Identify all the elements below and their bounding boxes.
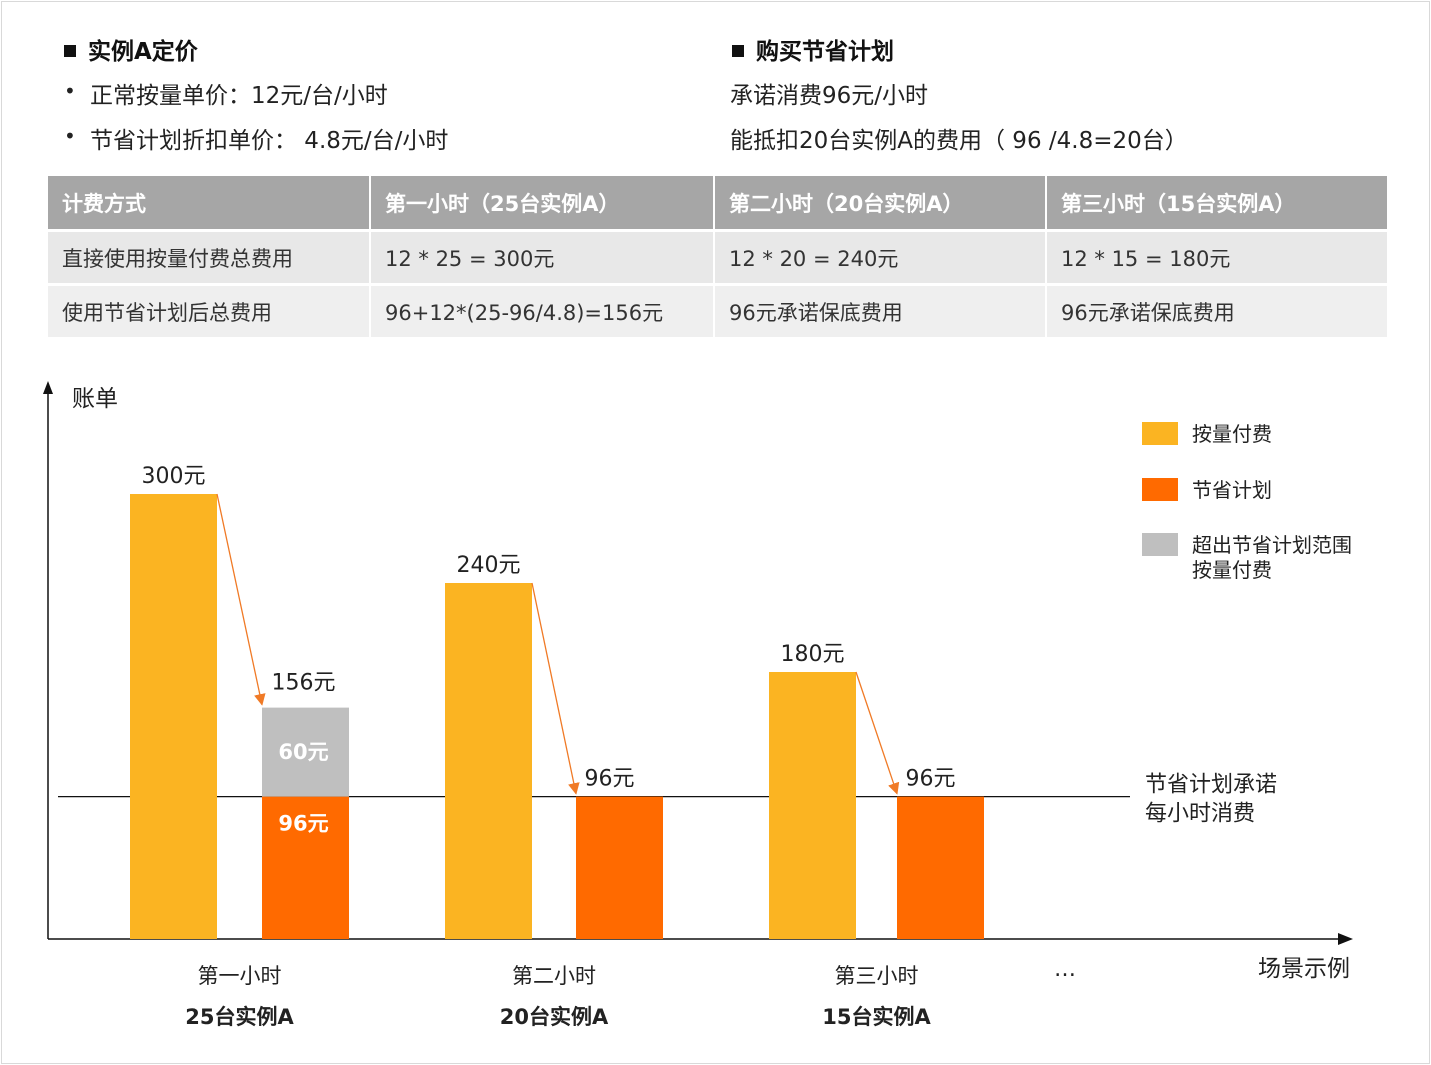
bar-on-demand (130, 494, 217, 939)
table-header-cell: 第三小时（15台实例A） (1046, 176, 1387, 232)
table-cell: 12 * 25 = 300元 (370, 230, 715, 286)
plan-deduct-line: 能抵扣20台实例A的费用（ 96 /4.8=20台） (730, 128, 1188, 154)
commitment-label: 节省计划承诺 (1145, 773, 1277, 798)
legend-swatch (1142, 478, 1178, 501)
bar-savings-plan (897, 796, 984, 939)
category-label-hour: 第三小时 (835, 964, 919, 988)
pricing-normal-price: 正常按量单价：12元/台/小时 (90, 83, 388, 109)
bar-on-demand-value-label: 180元 (781, 642, 845, 667)
bar-savings-plan-value-label: 96元 (585, 767, 635, 792)
table-header-cell: 第二小时（20台实例A） (714, 176, 1047, 232)
table-header-cell: 第一小时（25台实例A） (370, 176, 715, 232)
bar-on-demand (445, 583, 532, 939)
category-label-instances: 15台实例A (822, 1005, 931, 1029)
x-axis-title: 场景示例 (1258, 956, 1350, 982)
table-header-row: 计费方式 第一小时（25台实例A） 第二小时（20台实例A） 第三小时（15台实… (48, 176, 1387, 232)
bar-savings-plan-value-label: 96元 (278, 812, 328, 836)
plan-commit-line: 承诺消费96元/小时 (730, 83, 929, 109)
bar-savings-plan (576, 796, 663, 939)
commitment-label: 每小时消费 (1145, 802, 1255, 827)
legend-label: 按量付费 (1192, 422, 1272, 446)
table-cell: 直接使用按量付费总费用 (48, 230, 371, 286)
saving-arrow (216, 493, 266, 706)
table-row: 使用节省计划后总费用 96+12*(25-96/4.8)=156元 96元承诺保… (48, 284, 1387, 340)
square-bullet-icon (732, 45, 744, 57)
category-label-instances: 20台实例A (500, 1005, 609, 1029)
table-cell: 12 * 20 = 240元 (714, 230, 1047, 286)
pricing-table: 计费方式 第一小时（25台实例A） 第二小时（20台实例A） 第三小时（15台实… (48, 176, 1387, 340)
category-label-hour: 第二小时 (512, 964, 596, 988)
category-label-hour: 第一小时 (198, 964, 282, 988)
table-cell: 使用节省计划后总费用 (48, 284, 371, 340)
saving-arrow (855, 671, 900, 795)
legend-label: 按量付费 (1192, 558, 1272, 582)
category-label-instances: 25台实例A (185, 1005, 294, 1029)
legend-swatch (1142, 533, 1178, 556)
y-axis-arrow-icon (43, 381, 53, 394)
bar-savings-plan-value-label: 96元 (906, 767, 956, 792)
pricing-plan-price: 节省计划折扣单价： 4.8元/台/小时 (90, 128, 449, 154)
bullet-dot-icon: • (64, 124, 76, 148)
ellipsis-label: … (1054, 957, 1076, 982)
pricing-heading-text: 实例A定价 (88, 39, 198, 65)
table-cell: 96元承诺保底费用 (714, 284, 1047, 340)
saving-arrow (531, 582, 580, 795)
y-axis-title: 账单 (72, 386, 118, 412)
bar-on-demand-value-label: 240元 (457, 553, 521, 578)
legend-label: 超出节省计划范围 (1192, 533, 1352, 557)
legend-swatch (1142, 422, 1178, 445)
bar-overflow-value-label: 60元 (278, 740, 328, 764)
bar-savings-plan (262, 796, 349, 939)
table-header-cell: 计费方式 (48, 176, 371, 232)
x-axis-arrow-icon (1338, 933, 1353, 945)
table-cell: 96+12*(25-96/4.8)=156元 (370, 284, 715, 340)
bar-on-demand-value-label: 300元 (142, 464, 206, 489)
bar-overflow-on-demand (262, 707, 349, 797)
legend-label: 节省计划 (1192, 478, 1272, 502)
square-bullet-icon (64, 45, 76, 57)
bar-on-demand (769, 672, 856, 939)
pricing-heading: 实例A定价 (64, 32, 198, 66)
table-row: 直接使用按量付费总费用 12 * 25 = 300元 12 * 20 = 240… (48, 230, 1387, 286)
bar-total-value-label: 156元 (272, 671, 336, 696)
bullet-dot-icon: • (64, 79, 76, 103)
plan-heading: 购买节省计划 (732, 32, 894, 66)
table-cell: 96元承诺保底费用 (1046, 284, 1387, 340)
table-cell: 12 * 15 = 180元 (1046, 230, 1387, 286)
plan-heading-text: 购买节省计划 (756, 39, 894, 65)
